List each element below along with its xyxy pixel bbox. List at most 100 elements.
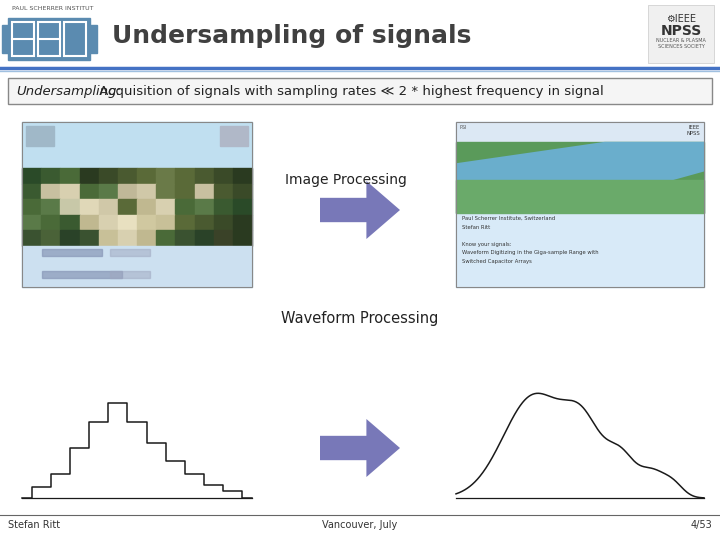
Bar (79, 168, 99, 184)
Bar (22, 184, 41, 199)
Bar (118, 230, 137, 246)
Bar (99, 168, 118, 184)
Bar (648, 5, 714, 63)
Bar (214, 230, 233, 246)
Text: Switched Capacitor Arrays: Switched Capacitor Arrays (462, 259, 532, 264)
Bar (38, 22, 60, 56)
Bar (22, 246, 252, 287)
Bar (456, 142, 704, 213)
Bar (12, 22, 34, 56)
Bar (22, 168, 41, 184)
Bar (233, 168, 252, 184)
Bar (60, 168, 79, 184)
Bar (26, 126, 54, 146)
Text: Vancouver, July: Vancouver, July (323, 520, 397, 530)
Text: Image Processing: Image Processing (285, 173, 407, 187)
Text: PSI: PSI (460, 125, 467, 130)
Bar (137, 168, 156, 184)
Text: Undersampling:: Undersampling: (16, 84, 121, 98)
Bar (41, 199, 60, 215)
Text: Paul Scherrer Institute, Switzerland: Paul Scherrer Institute, Switzerland (462, 216, 555, 221)
Bar (79, 215, 99, 230)
Text: 4/53: 4/53 (690, 520, 712, 530)
Bar (41, 230, 60, 246)
Bar (156, 215, 176, 230)
Text: IEEE
NPSS: IEEE NPSS (686, 125, 700, 136)
Bar (456, 122, 704, 287)
Bar (99, 215, 118, 230)
Bar (8, 78, 712, 104)
Bar (214, 215, 233, 230)
Bar (22, 122, 252, 287)
Bar (233, 199, 252, 215)
Bar (118, 215, 137, 230)
Bar (60, 199, 79, 215)
Bar (42, 271, 122, 278)
Polygon shape (456, 142, 704, 213)
Bar (137, 215, 156, 230)
Bar (456, 122, 704, 142)
Text: Stefan Ritt: Stefan Ritt (462, 225, 490, 230)
Text: NUCLEAR & PLASMA
SCIENCES SOCIETY: NUCLEAR & PLASMA SCIENCES SOCIETY (656, 38, 706, 49)
Bar (41, 184, 60, 199)
Bar (88, 25, 97, 53)
Bar (176, 168, 194, 184)
Polygon shape (320, 181, 400, 239)
Text: Stefan Ritt: Stefan Ritt (8, 520, 60, 530)
Bar (99, 184, 118, 199)
Bar (79, 184, 99, 199)
Bar (176, 230, 194, 246)
Bar (156, 199, 176, 215)
Bar (176, 215, 194, 230)
Bar (79, 199, 99, 215)
Bar (41, 215, 60, 230)
Bar (648, 5, 714, 63)
Bar (194, 184, 214, 199)
Bar (2, 25, 11, 53)
Text: Know your signals:: Know your signals: (462, 241, 511, 247)
Bar (8, 18, 90, 60)
Bar (137, 199, 156, 215)
Bar (110, 271, 150, 278)
Bar (99, 199, 118, 215)
Bar (214, 168, 233, 184)
Bar (233, 230, 252, 246)
Bar (214, 184, 233, 199)
Bar (118, 184, 137, 199)
Bar (176, 199, 194, 215)
Bar (110, 249, 150, 256)
Bar (99, 230, 118, 246)
Text: Acquisition of signals with sampling rates ≪ 2 * highest frequency in signal: Acquisition of signals with sampling rat… (95, 84, 604, 98)
Bar (176, 184, 194, 199)
Bar (42, 249, 102, 256)
Bar (456, 122, 704, 287)
Bar (156, 184, 176, 199)
Bar (233, 184, 252, 199)
Bar (214, 199, 233, 215)
Bar (22, 122, 252, 287)
Bar (220, 126, 248, 146)
Bar (79, 230, 99, 246)
Bar (64, 22, 86, 56)
Text: NPSS: NPSS (660, 24, 701, 38)
Bar (456, 213, 704, 287)
Bar (118, 168, 137, 184)
Bar (22, 122, 252, 168)
Text: Undersampling of signals: Undersampling of signals (112, 24, 472, 48)
Bar (60, 215, 79, 230)
Text: PAUL SCHERRER INSTITUT: PAUL SCHERRER INSTITUT (12, 6, 94, 11)
Bar (118, 199, 137, 215)
Bar (156, 230, 176, 246)
Bar (0, 0, 720, 68)
Bar (41, 168, 60, 184)
Bar (22, 215, 41, 230)
Bar (194, 215, 214, 230)
Polygon shape (320, 419, 400, 477)
Bar (194, 168, 214, 184)
Bar (22, 199, 41, 215)
Bar (60, 184, 79, 199)
Bar (194, 199, 214, 215)
Bar (137, 184, 156, 199)
Text: ⚙IEEE: ⚙IEEE (666, 14, 696, 24)
Bar (137, 230, 156, 246)
